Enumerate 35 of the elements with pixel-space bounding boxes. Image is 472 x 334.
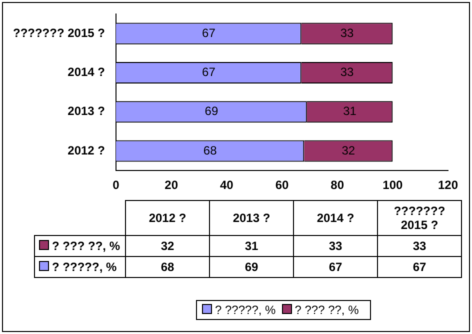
category-label: 2012 ?	[126, 200, 210, 236]
y-tick-label: 2014 ?	[68, 65, 106, 80]
data-label: 31	[343, 104, 357, 118]
y-tick-label: 2013 ?	[68, 104, 106, 118]
y-tick-label: 2012 ?	[68, 143, 106, 158]
data-label: 33	[340, 26, 354, 40]
y-tick-label: ??????? 2015 ?	[12, 26, 106, 40]
legend-label: ? ??? ??, %	[34, 236, 126, 256]
data-label: 69	[210, 256, 294, 278]
x-tick-label: 80	[330, 178, 344, 192]
x-tick-label: 0	[112, 178, 120, 192]
x-tick-label: 120	[438, 178, 458, 192]
data-label: 32	[126, 236, 210, 256]
x-tick-label: 40	[220, 178, 234, 192]
category-label: 2013 ?	[210, 200, 294, 236]
data-label: 33	[294, 236, 378, 256]
data-label: 33	[378, 236, 462, 256]
data-label: 68	[126, 256, 210, 278]
x-tick-label: 20	[164, 178, 178, 192]
category-label: 2014 ?	[294, 200, 378, 236]
data-label: 32	[342, 143, 356, 158]
legend-label: ? ?????, %	[34, 256, 126, 278]
legend-label: ? ?????, %	[214, 303, 276, 317]
data-label: 33	[340, 65, 354, 80]
x-tick-label: 60	[275, 178, 289, 192]
data-label: 67	[202, 65, 216, 80]
category-label: ??????? 2015 ?	[378, 200, 462, 236]
data-label: 31	[210, 236, 294, 256]
data-label: 67	[202, 26, 216, 40]
data-label: 67	[294, 256, 378, 278]
legend-label: ? ??? ??, %	[294, 303, 359, 317]
data-label: 68	[203, 143, 218, 158]
data-label: 67	[378, 256, 462, 278]
data-label: 69	[204, 104, 218, 118]
x-tick-label: 100	[382, 178, 403, 192]
